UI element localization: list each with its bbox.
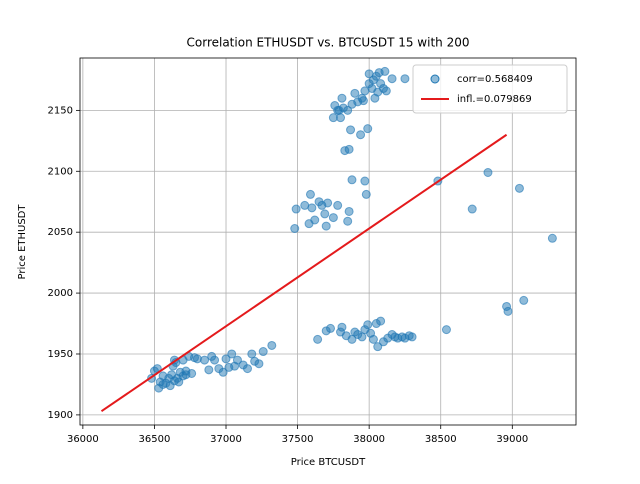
scatter-point [305,189,315,199]
scatter-point [307,203,317,213]
scatter-point [192,354,202,364]
scatter-point [336,113,346,123]
scatter-point [361,189,371,199]
scatter-point [467,204,477,214]
scatter-point [333,105,343,115]
scatter-point [547,233,557,243]
axes-frame [79,57,577,426]
scatter-point [503,306,513,316]
scatter-point [321,221,331,231]
scatter-point [519,295,529,305]
scatter-point [320,209,330,219]
scatter-point [326,323,336,333]
scatter-point [210,355,220,365]
scatter-point [347,175,357,185]
scatter-point [368,75,378,85]
scatter-point [158,379,168,389]
scatter-point [242,364,252,374]
scatter-point [357,332,367,342]
x-tick-label: 36000 [67,434,99,445]
scatter-point [337,93,347,103]
x-tick-label: 38500 [425,434,457,445]
scatter-point [343,216,353,226]
legend-swatch [430,74,440,84]
scatter-point [363,124,373,134]
y-tick-label: 2100 [48,166,73,177]
scatter-point [387,74,397,84]
scatter-point [323,198,333,208]
scatter-point [360,176,370,186]
scatter-point [344,206,354,216]
x-tick-label: 37000 [210,434,242,445]
scatter-point [407,332,417,342]
y-tick-label: 1950 [48,349,73,360]
scatter-point [514,183,524,193]
scatter-point [344,144,354,154]
chart-title: Correlation ETHUSDT vs. BTCUSDT 15 with … [187,36,470,50]
scatter-point [258,347,268,357]
x-tick-label: 36500 [139,434,171,445]
scatter-point [254,359,264,369]
scatter-point [174,377,184,387]
scatter-point [337,322,347,332]
scatter-point [373,342,383,352]
scatter-point [376,316,386,326]
x-tick-label: 38000 [353,434,385,445]
scatter-point [441,325,451,335]
scatter-point [181,370,191,380]
scatter-point [483,167,493,177]
legend: corr=0.568409 infl.=0.079869 [412,64,568,114]
y-tick-label: 2000 [48,288,73,299]
y-tick-label: 1900 [48,410,73,421]
y-tick-label: 2150 [48,105,73,116]
scatter-point [232,355,242,365]
scatter-point [310,215,320,225]
scatter-point [380,66,390,76]
regression-line [100,133,508,413]
scatter-point [218,367,228,377]
scatter-point [350,88,360,98]
y-axis-label: Price ETHUSDT [17,204,28,280]
x-tick-label: 37500 [282,434,314,445]
legend-box [412,64,568,114]
legend-label: corr=0.568409 [457,74,533,85]
scatter-point [368,334,378,344]
scatter-point [313,334,323,344]
scatter-point [333,200,343,210]
y-tick-label: 2050 [48,227,73,238]
scatter-point [358,96,368,106]
scatter-point [356,130,366,140]
scatter-point [291,204,301,214]
scatter-point [247,349,257,359]
legend-label: infl.=0.079869 [457,94,532,105]
x-axis-label: Price BTCUSDT [291,457,366,468]
scatter-point [267,340,277,350]
scatter-point [227,349,237,359]
scatter-point [363,320,373,330]
scatter-point [200,355,210,365]
x-tick-label: 39000 [496,434,528,445]
scatter-point [400,74,410,84]
scatter-point [221,354,231,364]
scatter-point [290,224,300,234]
scatter-point [204,365,214,375]
scatter-point [346,125,356,135]
scatter-point [343,105,353,115]
scatter-point [381,86,391,96]
scatter-point [328,213,338,223]
